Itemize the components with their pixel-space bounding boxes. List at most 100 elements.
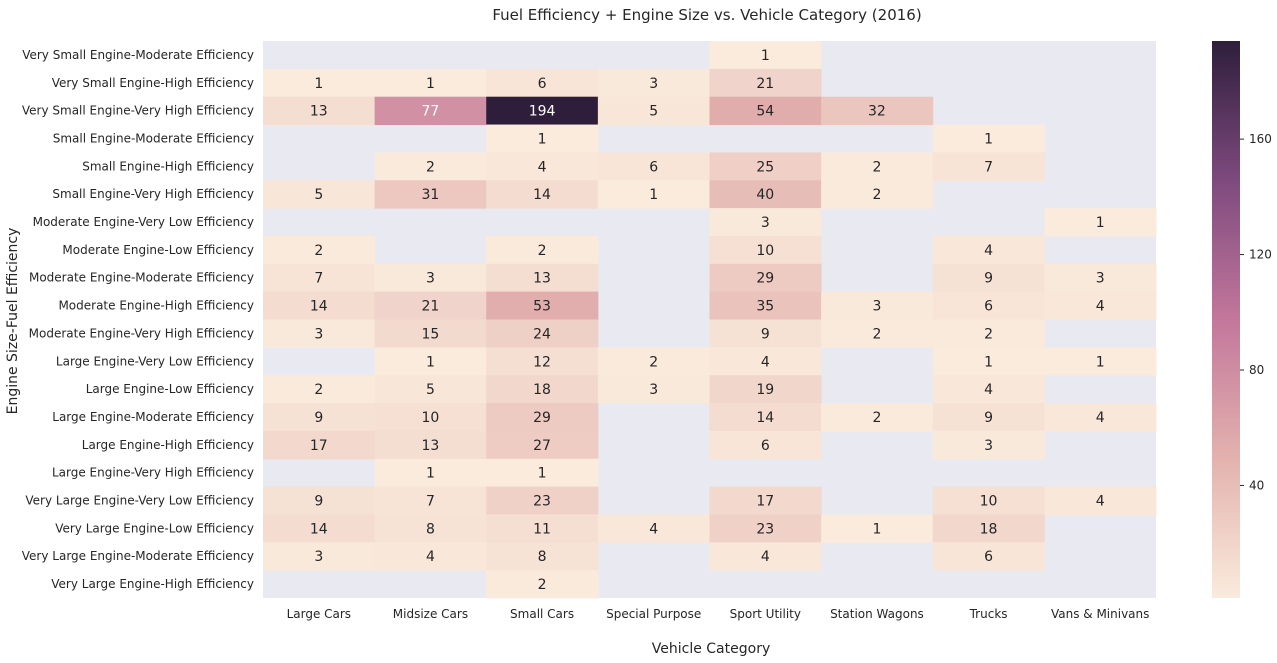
cell-value-label: 13 [422, 438, 440, 454]
heatmap-cell [932, 291, 1045, 320]
cell-value-label: 5 [426, 382, 435, 398]
heatmap-cell [374, 430, 487, 460]
cell-value-label: 14 [310, 299, 328, 315]
heatmap-cell [374, 96, 487, 126]
cell-value-label: 35 [756, 299, 774, 315]
heatmap-cell [486, 291, 599, 320]
cell-value-label: 7 [426, 494, 435, 510]
heatmap-cell [932, 152, 1045, 181]
cell-value-label: 14 [533, 187, 551, 203]
x-tick-label: Station Wagons [830, 607, 924, 621]
y-tick-label: Very Large Engine-High Efficiency [51, 577, 254, 591]
heatmap-cell [374, 375, 487, 404]
heatmap-cell [374, 68, 487, 98]
cell-value-label: 25 [756, 159, 774, 175]
cell-value-label: 4 [984, 243, 993, 259]
heatmap-cell [597, 152, 710, 181]
cell-value-label: 9 [761, 326, 770, 342]
cell-value-label: 1 [426, 466, 435, 482]
heatmap-cell [374, 347, 487, 376]
heatmap-cell [486, 347, 599, 376]
cell-value-label: 4 [761, 549, 770, 565]
y-tick-label: Very Small Engine-Moderate Efficiency [22, 48, 254, 62]
cell-value-label: 3 [761, 215, 770, 231]
heatmap-cell [374, 180, 487, 209]
y-tick-label: Small Engine-Very High Efficiency [52, 187, 254, 201]
cell-value-label: 1 [761, 48, 770, 64]
cell-value-label: 8 [426, 521, 435, 537]
y-tick-label: Large Engine-Very Low Efficiency [56, 354, 254, 368]
heatmap-cell [821, 152, 934, 181]
heatmap-cell [1044, 208, 1157, 237]
x-tick-label: Trucks [969, 607, 1008, 621]
cell-value-label: 3 [426, 271, 435, 287]
colorbar-tick-label: 80 [1249, 363, 1264, 377]
heatmap-cell [486, 570, 599, 599]
heatmap-cell [263, 263, 376, 293]
cell-value-label: 4 [1096, 299, 1105, 315]
heatmap-cell [374, 542, 487, 571]
y-tick-label: Small Engine-Moderate Efficiency [53, 131, 254, 145]
x-tick-label: Sport Utility [730, 607, 801, 621]
heatmap-cell [1044, 403, 1157, 432]
heatmap-cell [486, 458, 599, 488]
cell-value-label: 4 [1096, 494, 1105, 510]
cell-value-label: 18 [980, 521, 998, 537]
heatmap-cell [374, 403, 487, 432]
heatmap-cell [709, 41, 822, 70]
heatmap-cell [709, 235, 822, 265]
cell-value-label: 21 [422, 299, 440, 315]
cell-value-label: 1 [538, 131, 547, 147]
cell-value-label: 7 [314, 271, 323, 287]
heatmap-cell [1044, 291, 1157, 320]
heatmap-cell [709, 347, 822, 376]
cell-value-label: 2 [314, 243, 323, 259]
heatmap-cell [263, 430, 376, 460]
heatmap-cell [486, 375, 599, 404]
cell-value-label: 15 [422, 326, 440, 342]
heatmap-cell [821, 319, 934, 348]
heatmap-cell [486, 124, 599, 153]
heatmap-cell [263, 291, 376, 320]
cell-value-label: 9 [984, 271, 993, 287]
heatmap-cell [374, 263, 487, 293]
cell-value-label: 77 [422, 104, 440, 120]
heatmap-cell [374, 458, 487, 488]
heatmap-cell [486, 235, 599, 265]
heatmap-cell [709, 180, 822, 209]
heatmap-cell [821, 514, 934, 543]
cell-value-label: 10 [756, 243, 774, 259]
cell-value-label: 1 [1096, 215, 1105, 231]
heatmap-cell [374, 486, 487, 515]
x-tick-labels: Large Cars Midsize Cars Small Cars Special … [287, 607, 1150, 621]
heatmap-cell [709, 514, 822, 543]
cell-value-label: 3 [649, 382, 658, 398]
x-tick-label: Special Purpose [606, 607, 701, 621]
y-tick-label: Large Engine-Low Efficiency [86, 382, 254, 396]
cell-value-label: 9 [314, 494, 323, 510]
heatmap-cell [821, 291, 934, 320]
heatmap-cell [597, 96, 710, 126]
cell-value-label: 32 [868, 104, 886, 120]
heatmap-cell [709, 542, 822, 571]
cell-value-label: 13 [310, 104, 328, 120]
colorbar-ticks: 40 80 120 160 [1240, 132, 1272, 492]
heatmap-cell [597, 514, 710, 543]
cell-value-label: 3 [984, 438, 993, 454]
cell-value-label: 1 [426, 354, 435, 370]
heatmap-cell [821, 403, 934, 432]
cell-value-label: 1 [984, 354, 993, 370]
cell-value-label: 5 [314, 187, 323, 203]
heatmap-cell [932, 375, 1045, 404]
x-tick-label: Large Cars [287, 607, 352, 621]
cell-value-label: 194 [529, 104, 556, 120]
cell-value-label: 6 [761, 438, 770, 454]
heatmap-cell [263, 486, 376, 515]
cell-value-label: 2 [872, 159, 881, 175]
colorbar-tick-label: 160 [1249, 132, 1272, 146]
heatmap-cell [486, 486, 599, 515]
heatmap-cell [486, 514, 599, 543]
heatmap-cell [486, 152, 599, 181]
